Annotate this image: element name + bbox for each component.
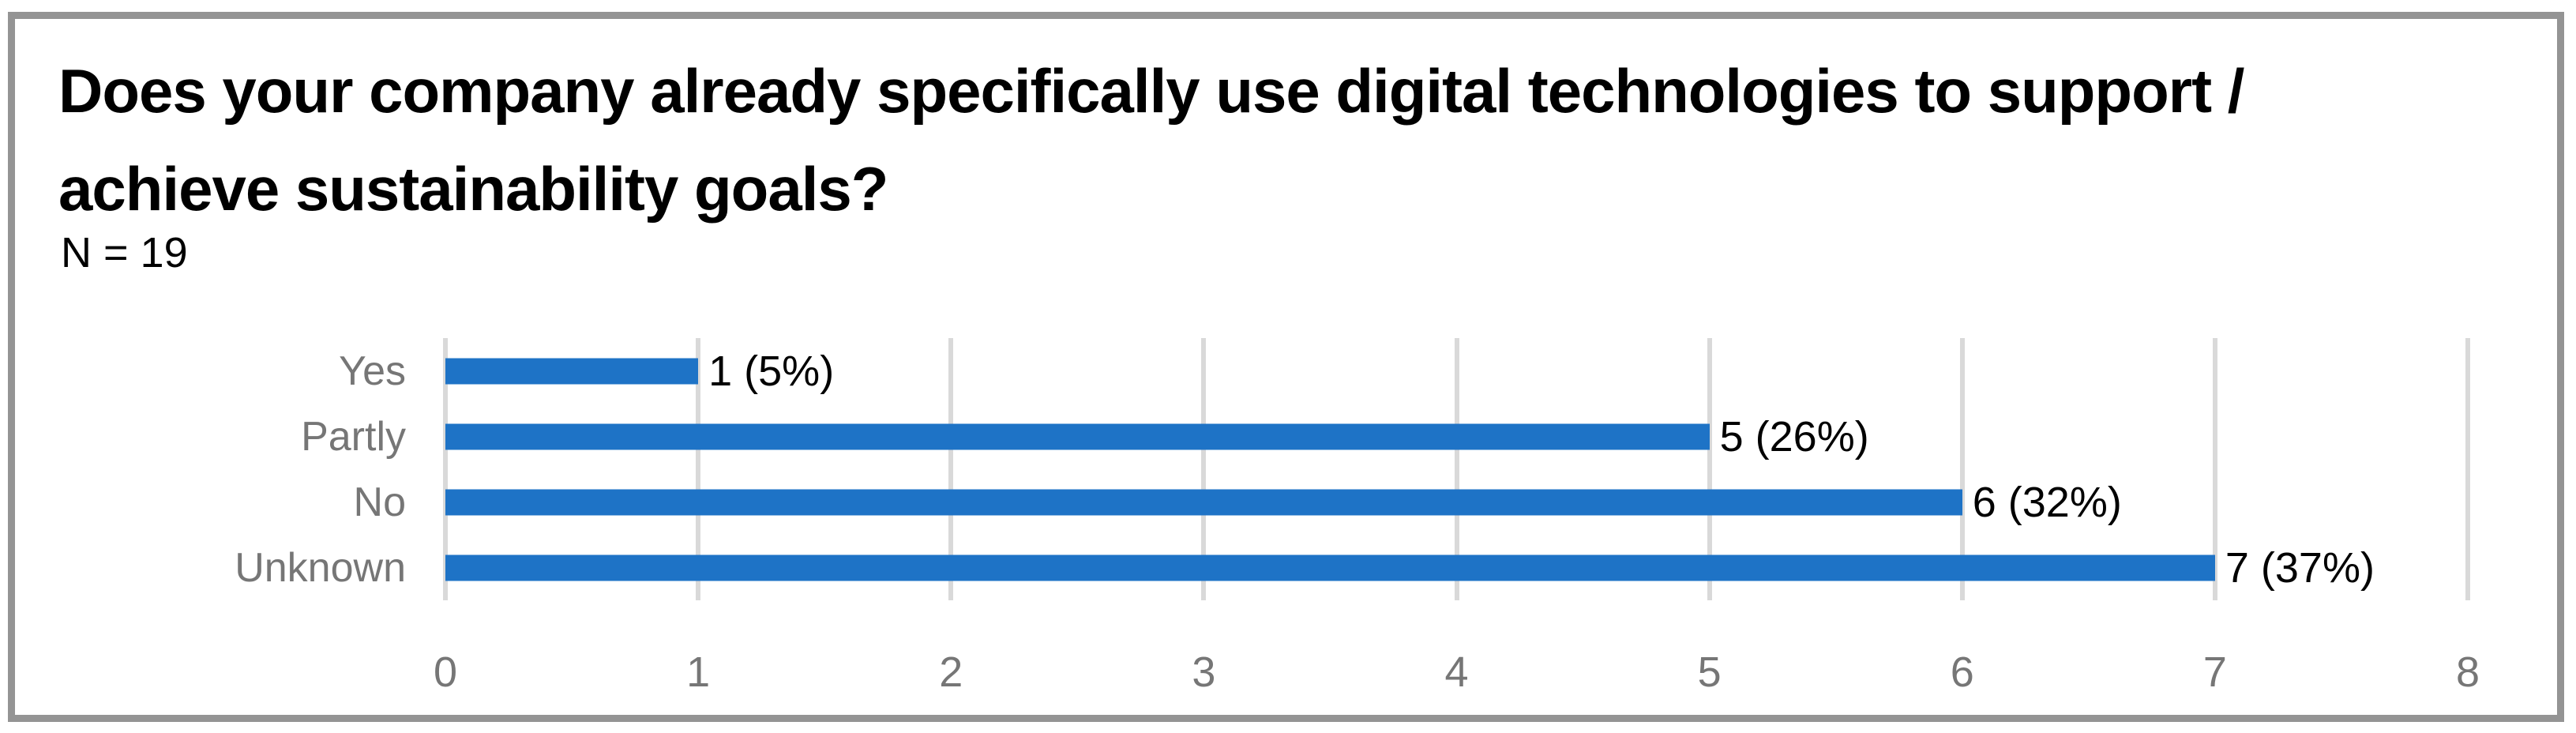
- gridline: [1201, 338, 1207, 600]
- gridline: [1959, 338, 1965, 600]
- value-label: 1 (5%): [708, 347, 835, 395]
- figure-canvas: Does your company already specifically u…: [15, 19, 2557, 715]
- gridline: [443, 338, 448, 600]
- x-tick-label: 1: [686, 648, 711, 696]
- chart-title-line1: Does your company already specifically u…: [58, 56, 2244, 126]
- value-label: 5 (26%): [1719, 412, 1869, 460]
- x-axis: 0 1 2 3 4 5 6 7 8: [434, 648, 2480, 698]
- x-tick-label: 7: [2202, 648, 2227, 696]
- x-tick-label: 2: [939, 648, 963, 696]
- bar-row: Unknown 7 (37%): [235, 535, 2468, 600]
- plot-area: Yes 1 (5%) Partly 5 (26%) No 6 (32%) Unknown 7 …: [235, 338, 2470, 600]
- x-tick-label: 0: [433, 648, 458, 696]
- category-label: No: [353, 479, 406, 525]
- category-label: Yes: [339, 348, 406, 394]
- category-label: Partly: [301, 413, 406, 460]
- bar: [445, 358, 699, 384]
- chart-title-line2: achieve sustainability goals?: [58, 154, 888, 224]
- chart-title: Does your company already specifically u…: [58, 42, 2244, 238]
- x-tick-label: 6: [1950, 648, 1974, 696]
- bar: [445, 489, 1962, 515]
- bar: [445, 423, 1710, 449]
- bar-row: No 6 (32%): [354, 469, 2468, 535]
- x-tick-label: 3: [1192, 648, 1216, 696]
- x-tick-label: 4: [1444, 648, 1469, 696]
- figure-frame: Does your company already specifically u…: [8, 12, 2564, 722]
- gridline: [696, 338, 701, 600]
- bar-row: Partly 5 (26%): [301, 404, 2468, 469]
- bar-row: Yes 1 (5%): [339, 338, 2468, 404]
- gridline: [1454, 338, 1459, 600]
- gridline: [1707, 338, 1712, 600]
- value-label: 7 (37%): [2225, 543, 2375, 592]
- gridline: [2465, 338, 2470, 600]
- x-tick-label: 5: [1697, 648, 1722, 696]
- bar: [445, 554, 2215, 581]
- category-label: Unknown: [235, 544, 406, 591]
- x-tick-label: 8: [2455, 648, 2480, 696]
- sample-size-label: N = 19: [61, 229, 188, 276]
- gridline: [2212, 338, 2217, 600]
- value-label: 6 (32%): [1972, 478, 2122, 526]
- gridline: [948, 338, 954, 600]
